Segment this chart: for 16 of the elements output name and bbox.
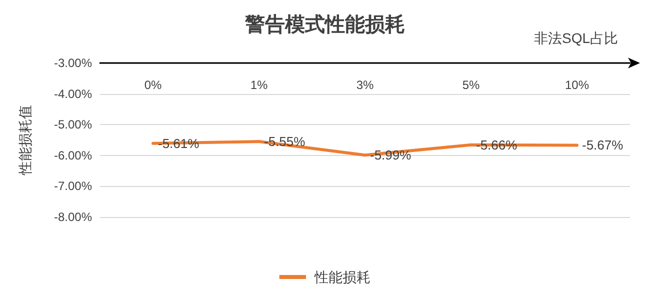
y-axis-title: 性能损耗值 — [17, 105, 33, 176]
chart-title: 警告模式性能损耗 — [244, 13, 405, 36]
x-tick-label: 0% — [144, 78, 162, 92]
y-tick-label: -4.00% — [54, 86, 92, 101]
x-tick-label: 10% — [564, 78, 590, 92]
x-axis-title: 非法SQL占比 — [534, 30, 618, 46]
x-tick-label: 3% — [356, 78, 374, 92]
y-tick-label: -6.00% — [54, 148, 92, 162]
y-tick-label: -5.00% — [54, 118, 92, 132]
data-label: -5.67% — [582, 138, 624, 153]
y-tick-label: -7.00% — [54, 179, 92, 194]
legend-label: 性能损耗 — [314, 269, 371, 285]
y-tick-label: -3.00% — [54, 56, 92, 70]
y-tick-label: -8.00% — [54, 210, 92, 224]
x-tick-label: 1% — [250, 78, 268, 92]
x-tick-label: 5% — [462, 78, 480, 92]
